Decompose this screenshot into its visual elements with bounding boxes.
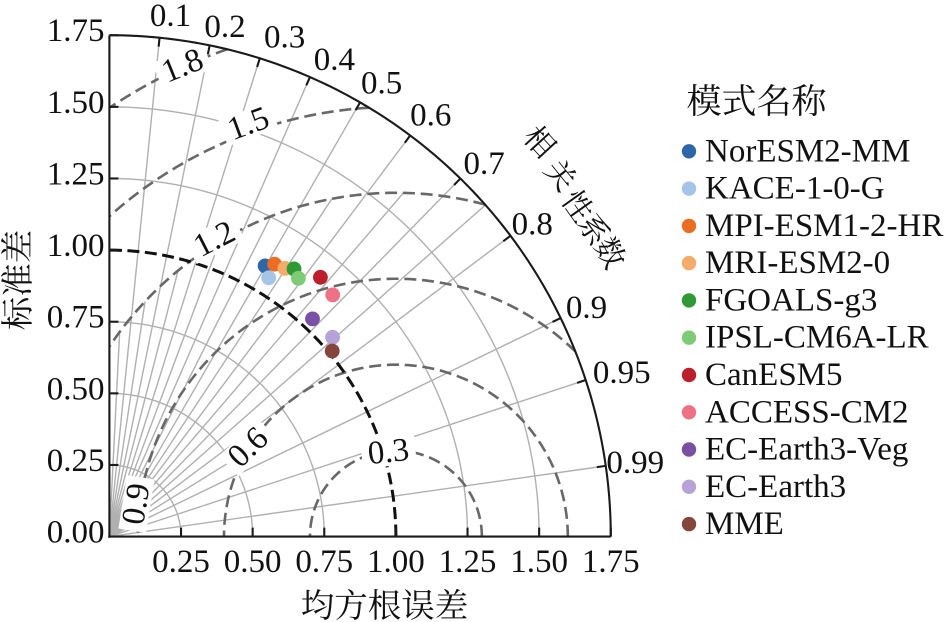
svg-text:1.75: 1.75: [582, 544, 640, 580]
svg-text:1.50: 1.50: [47, 85, 105, 121]
svg-text:1.25: 1.25: [439, 544, 497, 580]
svg-text:1.75: 1.75: [47, 13, 105, 49]
svg-text:CanESM5: CanESM5: [705, 357, 843, 393]
svg-text:0.2: 0.2: [204, 9, 245, 45]
svg-text:0.9: 0.9: [115, 481, 157, 527]
svg-text:1.50: 1.50: [510, 544, 568, 580]
svg-text:MRI-ESM2-0: MRI-ESM2-0: [705, 245, 890, 281]
svg-text:0.6: 0.6: [410, 97, 451, 133]
svg-text:1.00: 1.00: [47, 228, 105, 264]
svg-text:IPSL-CM6A-LR: IPSL-CM6A-LR: [705, 320, 929, 356]
svg-text:0.99: 0.99: [606, 445, 664, 481]
svg-text:0.4: 0.4: [314, 42, 355, 78]
svg-text:0.5: 0.5: [361, 66, 402, 102]
svg-text:0.3: 0.3: [264, 20, 305, 56]
svg-text:0.25: 0.25: [152, 544, 210, 580]
svg-text:0.00: 0.00: [47, 515, 105, 551]
svg-text:MME: MME: [705, 506, 784, 542]
svg-text:0.9: 0.9: [566, 290, 607, 326]
svg-text:MPI-ESM1-2-HR: MPI-ESM1-2-HR: [705, 208, 943, 244]
svg-text:0.95: 0.95: [593, 355, 651, 391]
svg-text:1.25: 1.25: [47, 156, 105, 192]
svg-text:FGOALS-g3: FGOALS-g3: [705, 282, 877, 318]
svg-text:0.50: 0.50: [224, 544, 282, 580]
svg-text:0.3: 0.3: [366, 432, 411, 472]
svg-text:ACCESS-CM2: ACCESS-CM2: [705, 394, 909, 430]
svg-text:EC-Earth3-Veg: EC-Earth3-Veg: [705, 432, 908, 468]
svg-text:0.75: 0.75: [295, 544, 353, 580]
svg-text:0.50: 0.50: [47, 371, 105, 407]
svg-text:NorESM2-MM: NorESM2-MM: [705, 133, 910, 169]
svg-text:0.25: 0.25: [47, 443, 105, 479]
svg-text:0.1: 0.1: [150, 0, 191, 34]
svg-text:KACE-1-0-G: KACE-1-0-G: [705, 171, 885, 207]
svg-text:1.00: 1.00: [367, 544, 425, 580]
svg-text:0.75: 0.75: [47, 300, 105, 336]
svg-text:0.8: 0.8: [512, 207, 553, 243]
svg-text:EC-Earth3: EC-Earth3: [705, 469, 846, 505]
svg-text:0.7: 0.7: [463, 146, 504, 182]
